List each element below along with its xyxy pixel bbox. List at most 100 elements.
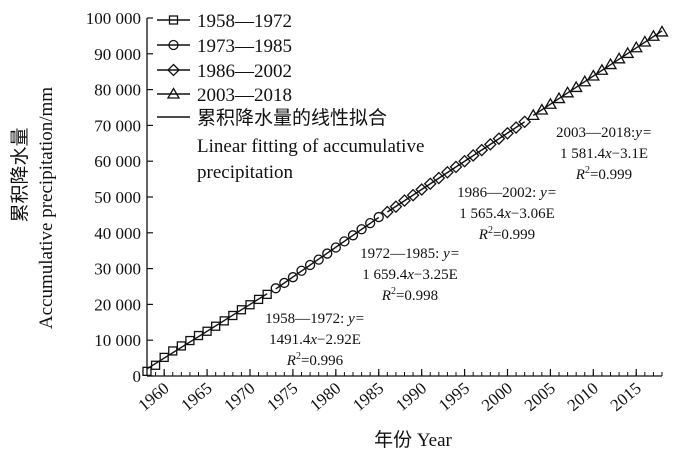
y-tick-label: 60 000: [94, 152, 141, 171]
data-point-triangle: [569, 80, 583, 93]
legend-label: 2003—2018: [197, 85, 292, 106]
data-point-square: [245, 300, 255, 310]
x-tick-label: 1970: [220, 379, 258, 415]
y-tick-label: 100 000: [86, 9, 141, 28]
data-point-square: [176, 341, 186, 351]
y-axis-title-en: Accumulative precipitation/mm: [36, 87, 57, 329]
fit-line: [275, 216, 380, 290]
data-point-square: [236, 305, 247, 315]
fit-annotation-range: 1958—1972: y=: [265, 311, 365, 327]
y-tick-label: 20 000: [94, 295, 141, 314]
fit-annotation-r2: R2=0.999: [478, 225, 535, 243]
data-point-triangle: [603, 57, 618, 70]
data-point-diamond: [483, 137, 497, 151]
data-point-triangle: [535, 103, 549, 115]
data-point-diamond: [466, 149, 480, 162]
fit-annotation-range: 1986—2002: y=: [457, 185, 557, 201]
data-point-diamond: [475, 143, 489, 157]
fit-annotation-equation: 1491.4x−2.92E: [269, 332, 361, 348]
data-point-square: [262, 289, 272, 300]
fit-annotation-range: 1972—1985: y=: [360, 246, 460, 262]
y-tick-label: 10 000: [94, 331, 141, 350]
fit-annotation-r2: R2=0.999: [575, 165, 632, 183]
data-point-diamond: [415, 183, 429, 196]
y-tick-label: 80 000: [94, 81, 141, 100]
data-point-circle: [373, 211, 384, 223]
data-point-circle: [304, 259, 316, 271]
data-point-triangle: [629, 40, 643, 53]
data-point-circle: [347, 230, 359, 241]
legend-label: 1973—1985: [197, 36, 292, 57]
data-point-square: [253, 294, 264, 305]
legend-marker-square: [168, 15, 179, 25]
data-point-circle: [356, 224, 367, 235]
fit-annotation-range: 2003—2018:y=: [556, 125, 652, 141]
legend-fit-label-cn: 累积降水量的线性拟合: [197, 107, 387, 129]
y-tick-label: 40 000: [94, 224, 141, 243]
data-point-diamond: [389, 200, 403, 214]
data-point-diamond: [398, 194, 411, 207]
x-tick-label: 2010: [564, 379, 602, 415]
fit-annotation-r2: R2=0.996: [286, 351, 344, 369]
data-point-triangle: [543, 97, 558, 109]
legend-fit-label-en: Linear fitting of accumulative: [197, 136, 424, 157]
data-point-triangle: [638, 35, 652, 47]
y-tick-label: 90 000: [94, 45, 141, 64]
fit-annotation-r2: R2=0.998: [381, 286, 438, 304]
data-point-diamond: [492, 132, 506, 146]
x-tick-label: 2000: [478, 379, 516, 415]
data-point-diamond: [406, 188, 420, 202]
fit-annotation-equation: 1 581.4x−3.1E: [560, 146, 648, 162]
data-point-circle: [322, 248, 333, 259]
x-tick-label: 2005: [521, 379, 559, 415]
data-point-diamond: [423, 177, 437, 191]
data-point-circle: [365, 217, 376, 229]
data-point-square: [159, 352, 169, 363]
x-tick-label: 1995: [435, 379, 473, 415]
data-point-circle: [296, 265, 307, 276]
fit-annotations: 1958—1972: y= 1491.4x−2.92E R2=0.996 1972—1…: [265, 125, 652, 369]
x-tick-label: 1985: [349, 379, 387, 415]
fit-annotation-equation: 1 565.4x−3.06E: [459, 206, 555, 222]
data-point-circle: [313, 254, 324, 265]
data-point-diamond: [432, 171, 446, 185]
data-point-circle: [330, 242, 341, 253]
data-point-square: [228, 310, 238, 321]
legend: 1958—1972 1973—1985 1986—2002 2003—2018累积降水…: [157, 11, 424, 183]
x-axis-title: 年份 Year: [374, 429, 452, 451]
y-tick-label: 50 000: [94, 188, 141, 207]
fit-line: [146, 293, 268, 370]
data-point-square: [185, 335, 195, 346]
x-tick-label: 1965: [177, 379, 215, 415]
y-tick-label: 0: [133, 367, 142, 386]
legend-label: 1986—2002: [197, 61, 292, 82]
data-point-circle: [287, 272, 299, 283]
x-tick-label: 1990: [392, 379, 430, 415]
data-point-square: [202, 326, 212, 336]
data-point-diamond: [380, 205, 394, 219]
data-point-triangle: [578, 74, 592, 87]
data-point-square: [219, 316, 229, 326]
data-point-diamond: [449, 160, 463, 174]
data-point-triangle: [621, 46, 635, 59]
legend-label: 1958—1972: [197, 11, 292, 32]
fit-annotation-equation: 1 659.4x−3.25E: [362, 267, 458, 283]
legend-marker-circle: [168, 39, 179, 51]
x-tick-label: 2015: [607, 379, 645, 415]
y-axis-title-cn: 累积降水量: [9, 127, 31, 222]
data-point-diamond: [509, 121, 523, 134]
legend-marker-triangle: [166, 87, 181, 99]
data-point-triangle: [586, 69, 600, 81]
data-point-triangle: [595, 63, 609, 75]
x-tick-label: 1975: [263, 379, 301, 415]
x-tick-label: 1980: [306, 379, 344, 415]
data-point-circle: [279, 277, 290, 289]
data-point-circle: [270, 283, 281, 294]
data-point-square: [168, 346, 178, 356]
y-tick-label: 70 000: [94, 116, 141, 135]
data-point-circle: [339, 236, 350, 247]
data-point-triangle: [552, 91, 566, 104]
data-point-diamond: [440, 165, 454, 179]
data-point-diamond: [458, 154, 472, 168]
